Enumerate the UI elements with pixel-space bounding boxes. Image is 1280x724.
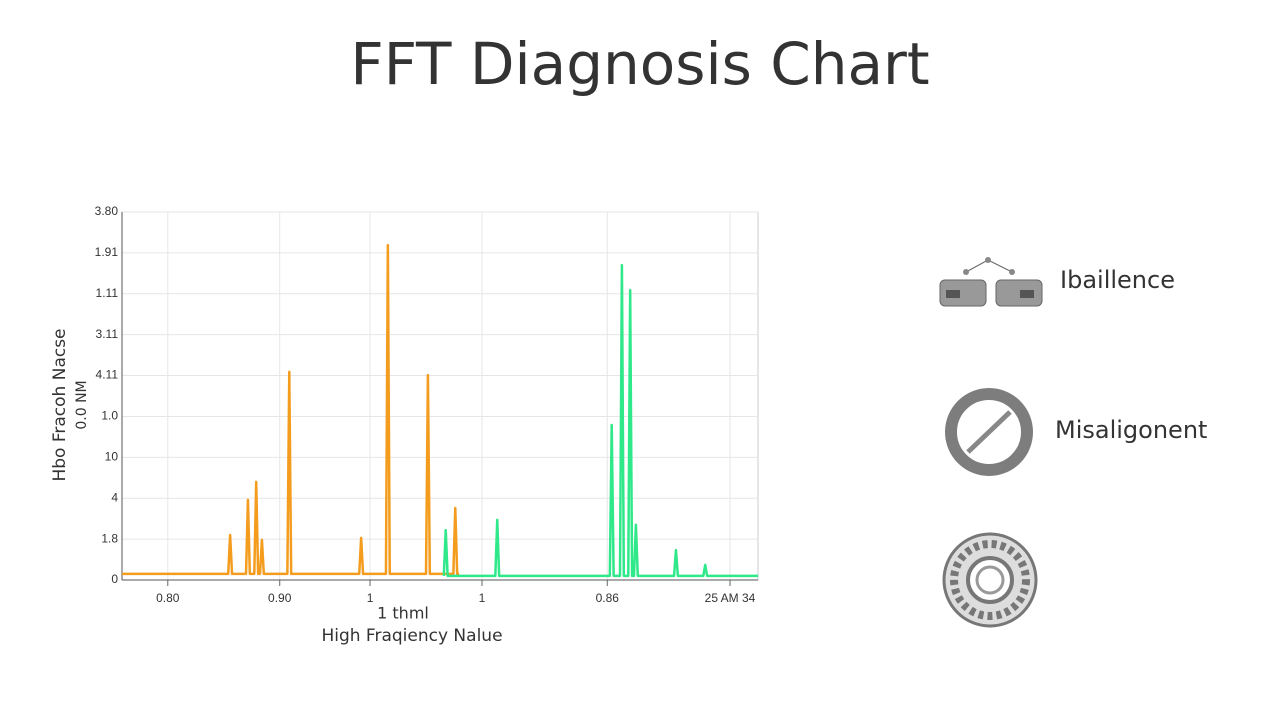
y-tick-label: 4 <box>111 490 118 504</box>
x-tick-label: 0.86 <box>596 591 620 605</box>
plot-area <box>121 211 759 581</box>
y-axis-label: Hbo Fracoh Nacse 0.0 NM <box>50 328 90 481</box>
legend-label: Ibaillence <box>1060 266 1175 294</box>
bearing-icon <box>942 532 1038 628</box>
y-label-line: 0.0 NM <box>74 380 90 429</box>
y-tick-label: 3.80 <box>95 204 119 218</box>
x-tick-label: 1 <box>367 591 374 605</box>
y-label-line: Hbo Fracoh Nacse <box>50 328 70 481</box>
series-line <box>442 263 758 578</box>
x-unit: 1 thml <box>377 604 429 623</box>
y-tick-label: 1.8 <box>101 531 118 545</box>
y-tick-label: 1.91 <box>95 245 119 259</box>
x-tick-label: 0.80 <box>156 591 180 605</box>
y-tick-label: 1.11 <box>96 286 119 300</box>
y-tick-label: 1.0 <box>101 409 118 423</box>
x-axis-label: High Fraqiency Nalue <box>321 626 502 646</box>
y-tick-label: 10 <box>105 450 119 464</box>
legend-label: Misaligonent <box>1055 416 1207 444</box>
x-tick-label: 0.90 <box>268 591 292 605</box>
y-tick-label: 4.11 <box>96 368 119 382</box>
y-tick-label: 0 <box>111 572 118 586</box>
y-tick-label: 3.11 <box>96 327 119 341</box>
series-line <box>122 243 460 576</box>
x-tick-label: 25 AM 34 <box>705 591 756 605</box>
chart-title: FFT Diagnosis Chart <box>350 30 929 98</box>
x-tick-label: 1 <box>479 591 486 605</box>
misalignment-icon <box>945 388 1033 476</box>
imbalance-icon <box>939 257 1043 307</box>
